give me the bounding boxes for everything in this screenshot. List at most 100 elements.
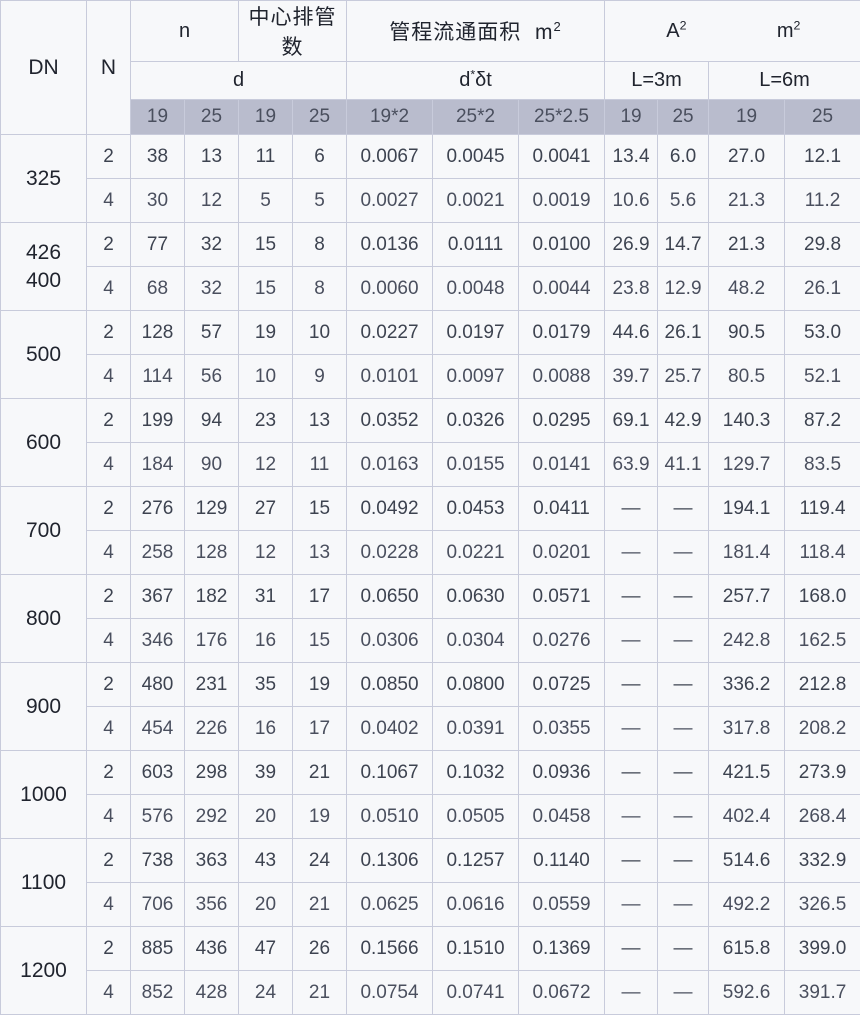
data-cell-A_L6m_19: 402.4 <box>709 795 785 839</box>
data-cell-flow_25x2.5: 0.0725 <box>519 663 605 707</box>
data-cell-A_L3m_19: — <box>605 575 658 619</box>
data-cell-flow_25x2.5: 0.0044 <box>519 267 605 311</box>
header-unit-9: 19 <box>709 100 785 135</box>
data-cell-A_L6m_25: 399.0 <box>785 927 860 971</box>
n-cell: 2 <box>87 135 131 179</box>
data-cell-A_L6m_25: 12.1 <box>785 135 860 179</box>
data-cell-flow_19x2: 0.0027 <box>347 179 433 223</box>
data-cell-A_L6m_19: 615.8 <box>709 927 785 971</box>
n-cell: 2 <box>87 311 131 355</box>
n-cell: 4 <box>87 443 131 487</box>
data-cell-flow_25x2.5: 0.0672 <box>519 971 605 1015</box>
data-cell-n_25: 13 <box>185 135 239 179</box>
data-cell-flow_25x2: 0.0304 <box>433 619 519 663</box>
data-cell-n_19: 480 <box>131 663 185 707</box>
data-cell-A_L6m_19: 194.1 <box>709 487 785 531</box>
data-cell-d_19: 35 <box>239 663 293 707</box>
dn-value: 700 <box>1 517 86 545</box>
data-cell-d_25: 26 <box>293 927 347 971</box>
data-cell-n_25: 298 <box>185 751 239 795</box>
header-sub-l6m: L=6m <box>709 62 860 100</box>
header-sub-dt: d*δt <box>347 62 605 100</box>
data-cell-n_19: 454 <box>131 707 185 751</box>
n-cell: 4 <box>87 179 131 223</box>
data-cell-n_19: 706 <box>131 883 185 927</box>
data-cell-n_19: 30 <box>131 179 185 223</box>
header-dn: DN <box>1 1 87 135</box>
n-cell: 4 <box>87 707 131 751</box>
data-cell-A_L3m_25: — <box>658 575 709 619</box>
data-cell-flow_25x2: 0.0021 <box>433 179 519 223</box>
data-cell-d_19: 27 <box>239 487 293 531</box>
n-cell: 4 <box>87 267 131 311</box>
data-cell-flow_25x2: 0.0221 <box>433 531 519 575</box>
data-cell-A_L3m_25: — <box>658 795 709 839</box>
data-cell-d_25: 21 <box>293 751 347 795</box>
data-cell-flow_19x2: 0.0228 <box>347 531 433 575</box>
data-cell-n_19: 346 <box>131 619 185 663</box>
data-cell-flow_25x2: 0.0800 <box>433 663 519 707</box>
data-cell-n_19: 576 <box>131 795 185 839</box>
data-cell-flow_25x2.5: 0.0019 <box>519 179 605 223</box>
header-unit-3: 25 <box>293 100 347 135</box>
data-cell-A_L3m_19: 23.8 <box>605 267 658 311</box>
data-cell-A_L3m_25: — <box>658 619 709 663</box>
data-cell-A_L3m_25: 26.1 <box>658 311 709 355</box>
data-cell-A_L6m_25: 52.1 <box>785 355 860 399</box>
data-cell-n_25: 32 <box>185 267 239 311</box>
data-cell-flow_19x2: 0.0136 <box>347 223 433 267</box>
dn-cell: 600 <box>1 399 87 487</box>
data-cell-A_L3m_25: — <box>658 839 709 883</box>
data-cell-A_L3m_25: 12.9 <box>658 267 709 311</box>
header-unit-2: 19 <box>239 100 293 135</box>
data-cell-A_L6m_19: 336.2 <box>709 663 785 707</box>
data-cell-d_25: 21 <box>293 883 347 927</box>
data-cell-n_25: 363 <box>185 839 239 883</box>
data-cell-n_25: 231 <box>185 663 239 707</box>
data-cell-flow_25x2.5: 0.1140 <box>519 839 605 883</box>
header-flow-area-unit: m2 <box>535 21 562 44</box>
data-cell-A_L6m_25: 11.2 <box>785 179 860 223</box>
data-cell-A_L6m_25: 53.0 <box>785 311 860 355</box>
data-cell-flow_19x2: 0.0650 <box>347 575 433 619</box>
data-cell-n_25: 94 <box>185 399 239 443</box>
data-cell-flow_25x2: 0.1032 <box>433 751 519 795</box>
data-cell-d_25: 19 <box>293 663 347 707</box>
data-cell-A_L3m_19: — <box>605 883 658 927</box>
data-cell-A_L6m_19: 80.5 <box>709 355 785 399</box>
data-cell-A_L3m_19: 26.9 <box>605 223 658 267</box>
data-cell-n_19: 885 <box>131 927 185 971</box>
data-cell-flow_25x2: 0.0505 <box>433 795 519 839</box>
data-cell-A_L3m_19: — <box>605 531 658 575</box>
n-cell: 2 <box>87 575 131 619</box>
data-cell-n_25: 128 <box>185 531 239 575</box>
data-cell-flow_19x2: 0.0067 <box>347 135 433 179</box>
data-cell-d_19: 16 <box>239 707 293 751</box>
data-cell-flow_25x2.5: 0.0276 <box>519 619 605 663</box>
data-cell-A_L6m_25: 273.9 <box>785 751 860 795</box>
data-cell-d_19: 12 <box>239 531 293 575</box>
data-cell-A_L6m_19: 48.2 <box>709 267 785 311</box>
data-cell-d_25: 13 <box>293 531 347 575</box>
n-cell: 4 <box>87 355 131 399</box>
data-cell-A_L3m_25: — <box>658 531 709 575</box>
data-cell-n_25: 56 <box>185 355 239 399</box>
n-cell: 4 <box>87 531 131 575</box>
data-cell-flow_25x2: 0.0045 <box>433 135 519 179</box>
data-cell-d_25: 17 <box>293 575 347 619</box>
data-cell-A_L3m_19: — <box>605 795 658 839</box>
dn-cell: 325 <box>1 135 87 223</box>
data-cell-flow_25x2.5: 0.0088 <box>519 355 605 399</box>
data-cell-flow_25x2.5: 0.0936 <box>519 751 605 795</box>
data-cell-flow_25x2.5: 0.0141 <box>519 443 605 487</box>
data-cell-flow_25x2: 0.0326 <box>433 399 519 443</box>
data-cell-d_19: 20 <box>239 795 293 839</box>
